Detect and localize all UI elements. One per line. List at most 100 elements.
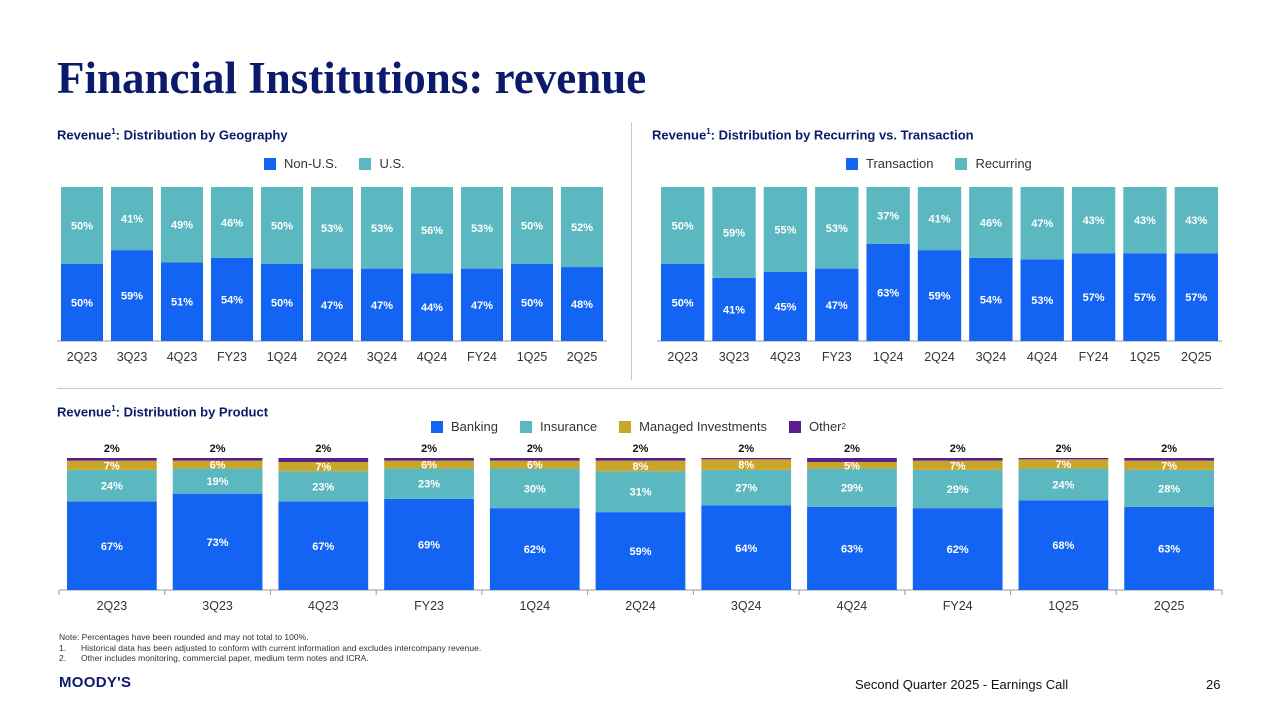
data-label: 63% bbox=[841, 543, 863, 555]
data-label: 52% bbox=[571, 222, 593, 234]
data-label: 53% bbox=[1031, 295, 1053, 307]
data-label: 37% bbox=[877, 210, 899, 222]
moodys-logo: MOODY'S bbox=[59, 674, 132, 691]
x-tick-label: 4Q23 bbox=[770, 350, 801, 364]
data-label: 50% bbox=[521, 298, 543, 310]
data-label: 6% bbox=[421, 460, 437, 472]
bar-segment-transaction bbox=[1071, 253, 1116, 341]
x-tick-label: FY24 bbox=[943, 599, 973, 613]
product-chart: 67% 24% 7% 2% 2Q23 73% 19% 6% 2% 3Q23 67% 23% 7% 2% 4Q… bbox=[58, 443, 1223, 613]
data-label: 2% bbox=[738, 443, 754, 455]
x-tick-label: 3Q23 bbox=[719, 350, 750, 364]
legend-swatch bbox=[846, 157, 858, 170]
bar-segment-other bbox=[489, 458, 580, 461]
data-label: 23% bbox=[418, 479, 440, 491]
data-label: 30% bbox=[524, 483, 546, 495]
bar-segment-u-s- bbox=[211, 187, 253, 258]
data-label: 69% bbox=[418, 539, 440, 551]
bar-segment-managed-investments bbox=[1018, 459, 1109, 469]
bar-segment-u-s- bbox=[361, 187, 403, 269]
data-label: 46% bbox=[221, 217, 243, 229]
data-label: 47% bbox=[321, 300, 343, 312]
bar-segment-banking bbox=[1018, 500, 1109, 590]
data-label: 2% bbox=[1055, 443, 1071, 455]
x-tick-label: 1Q24 bbox=[267, 350, 298, 364]
page-title: Financial Institutions: revenue bbox=[57, 53, 647, 103]
bar-segment-insurance bbox=[67, 469, 157, 502]
bar-segment-managed-investments bbox=[701, 459, 792, 470]
data-label: 64% bbox=[735, 543, 757, 555]
footer-event: Second Quarter 2025 - Earnings Call bbox=[855, 677, 1069, 692]
bar-segment-u-s- bbox=[461, 187, 503, 269]
bar-segment-non-u-s- bbox=[161, 262, 203, 341]
data-label: 57% bbox=[1134, 292, 1156, 304]
x-tick-label: 1Q25 bbox=[1130, 350, 1161, 364]
data-label: 24% bbox=[1052, 479, 1074, 491]
data-label: 50% bbox=[672, 298, 694, 310]
data-label: 56% bbox=[421, 225, 443, 237]
bar-segment-transaction bbox=[815, 268, 859, 341]
bar-segment-managed-investments bbox=[489, 460, 580, 469]
geography-chart: 50% 50% 2Q23 59% 41% 3Q23 51% 49% 4Q23 54% 46% FY23… bbox=[57, 187, 607, 364]
bar-segment-transaction bbox=[969, 257, 1013, 341]
legend-swatch bbox=[431, 420, 443, 433]
bar-segment-insurance bbox=[1124, 469, 1214, 507]
bar-segment-recurring bbox=[1174, 187, 1218, 254]
data-label: 2% bbox=[527, 443, 543, 455]
bar-segment-managed-investments bbox=[912, 460, 1003, 470]
data-label: 2% bbox=[421, 443, 437, 455]
x-tick-label: 2Q25 bbox=[567, 350, 598, 364]
bar-segment-transaction bbox=[1020, 259, 1064, 341]
bar-segment-u-s- bbox=[161, 187, 203, 263]
data-label: 41% bbox=[121, 214, 143, 226]
bar-segment-managed-investments bbox=[1124, 460, 1214, 470]
x-tick-label: 2Q24 bbox=[625, 599, 656, 613]
data-label: 54% bbox=[980, 294, 1002, 306]
bar-segment-non-u-s- bbox=[261, 264, 303, 341]
data-label: 44% bbox=[421, 302, 443, 314]
x-tick-label: 4Q24 bbox=[1027, 350, 1058, 364]
bar-segment-other bbox=[1018, 458, 1109, 460]
recurring-legend: Transaction Recurring bbox=[846, 156, 1054, 171]
bar-segment-u-s- bbox=[561, 187, 603, 268]
x-tick-label: 2Q23 bbox=[667, 350, 698, 364]
bar-segment-u-s- bbox=[261, 187, 303, 264]
x-tick-label: 3Q24 bbox=[367, 350, 398, 364]
bar-segment-transaction bbox=[1123, 253, 1167, 341]
bar-segment-transaction bbox=[661, 264, 705, 341]
bar-segment-insurance bbox=[1018, 468, 1109, 501]
data-label: 6% bbox=[527, 460, 543, 472]
data-label: 43% bbox=[1083, 215, 1105, 227]
legend-item-insurance: Insurance bbox=[519, 419, 597, 434]
data-label: 8% bbox=[633, 461, 649, 473]
data-label: 54% bbox=[221, 294, 243, 306]
legend-item-transaction: Transaction bbox=[846, 156, 933, 171]
x-tick-label: FY24 bbox=[1079, 350, 1109, 364]
product-chart-title: Revenue1: Distribution by Product bbox=[57, 404, 269, 420]
bar-segment-banking bbox=[807, 506, 897, 590]
legend-item-non-us: Non-U.S. bbox=[264, 156, 337, 171]
bar-segment-other bbox=[172, 458, 263, 461]
bar-segment-recurring bbox=[763, 187, 808, 272]
bar-segment-banking bbox=[701, 505, 792, 590]
bar-segment-insurance bbox=[701, 469, 792, 506]
footnote-2: 2. Other includes monitoring, commercial … bbox=[59, 653, 369, 663]
data-label: 47% bbox=[826, 300, 848, 312]
data-label: 45% bbox=[774, 301, 796, 313]
data-label: 50% bbox=[521, 221, 543, 233]
data-label: 2% bbox=[1161, 443, 1177, 455]
bar-segment-managed-investments bbox=[278, 461, 369, 472]
data-label: 55% bbox=[774, 224, 796, 236]
legend-swatch bbox=[955, 157, 968, 170]
x-tick-label: 2Q24 bbox=[317, 350, 348, 364]
bar-segment-non-u-s- bbox=[511, 264, 553, 341]
x-tick-label: 2Q24 bbox=[924, 350, 955, 364]
bar-segment-other bbox=[1124, 458, 1214, 461]
x-tick-label: 3Q24 bbox=[731, 599, 762, 613]
x-tick-label: 2Q23 bbox=[67, 350, 98, 364]
page-number: 26 bbox=[1206, 677, 1221, 692]
bar-segment-recurring bbox=[712, 187, 756, 278]
bar-segment-insurance bbox=[278, 471, 369, 502]
data-label: 57% bbox=[1083, 292, 1105, 304]
bar-segment-insurance bbox=[489, 468, 580, 509]
